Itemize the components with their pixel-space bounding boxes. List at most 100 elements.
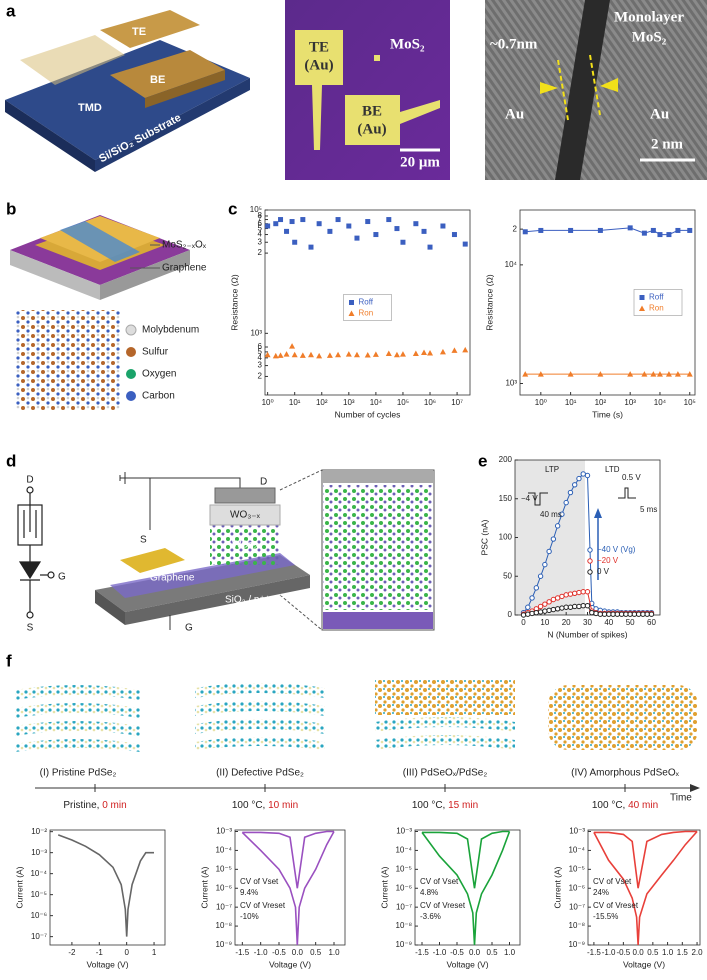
point — [542, 601, 548, 607]
device-schematic — [20, 35, 125, 85]
annotation: CV of Vreset — [593, 901, 639, 910]
device — [95, 469, 435, 631]
legend-label: Roff — [359, 298, 374, 307]
y-tick-label: 10⁻⁹ — [395, 940, 412, 949]
electrodes — [295, 30, 440, 152]
point — [576, 589, 582, 596]
point — [284, 228, 290, 234]
y-tick-label: 10⁻² — [31, 827, 47, 836]
circuit — [26, 611, 34, 619]
y-tick-label: 6 — [258, 219, 263, 228]
legend-swatch — [587, 547, 593, 553]
condition: 100 °C, — [412, 800, 445, 811]
point — [666, 232, 672, 238]
device — [119, 472, 241, 530]
x-axis-title: Voltage (V) — [446, 959, 488, 969]
point — [550, 536, 557, 542]
point — [687, 227, 693, 233]
y-tick-label: 10⁻⁴ — [395, 846, 412, 855]
legend-box — [633, 289, 683, 316]
point — [644, 611, 650, 617]
x-axis-title: Number of cycles — [335, 409, 401, 419]
y-tick-label: 10⁻⁷ — [396, 902, 412, 911]
y-tick-label: 0 — [508, 610, 513, 619]
y-tick-label: 5 — [258, 224, 263, 233]
pulse-ltp — [528, 492, 548, 506]
annotation: -3.6% — [420, 912, 441, 921]
point — [277, 352, 284, 358]
x-tick-label: 50 — [626, 618, 635, 627]
x-axis-title: Voltage (V) — [269, 959, 311, 969]
x-tick-label: 10⁰ — [262, 398, 274, 407]
point — [580, 603, 586, 609]
x-tick-label: 30 — [583, 618, 592, 627]
monolayer-band — [540, 0, 695, 180]
x-tick-label: 10⁵ — [684, 398, 696, 407]
legend-swatch — [125, 324, 137, 336]
point — [537, 603, 544, 610]
legend-label: Ron — [359, 309, 374, 318]
panel-label: c — [228, 199, 237, 218]
annotation: CV of Vreset — [420, 901, 466, 910]
point — [364, 352, 371, 358]
point — [307, 351, 314, 358]
point — [563, 604, 569, 610]
panel-label: a — [6, 1, 16, 20]
point — [597, 227, 603, 233]
point — [631, 611, 638, 617]
monolayer-band — [540, 82, 558, 94]
duration: 40 min — [628, 800, 658, 811]
x-tick-label: -1.5 — [587, 948, 601, 957]
label: MoS₂ — [390, 36, 425, 52]
series-line — [241, 831, 335, 946]
annotation: 24% — [593, 888, 609, 897]
monolayer-band — [589, 54, 601, 116]
point — [273, 221, 279, 227]
annotation: 40 ms — [540, 510, 562, 519]
point — [584, 589, 591, 595]
x-tick-label: 10⁴ — [370, 398, 383, 407]
y-tick-label: 2 — [258, 372, 263, 381]
annotation: LTP — [545, 465, 559, 474]
label: G — [58, 572, 66, 583]
x-tick-label: -1 — [96, 948, 104, 957]
electrodes — [374, 55, 380, 61]
label: ~0.7nm — [490, 36, 538, 52]
point — [567, 489, 574, 496]
point — [589, 609, 595, 616]
label: BE — [150, 74, 165, 86]
legend-swatch — [639, 305, 645, 311]
monolayer-band — [555, 0, 610, 180]
point — [567, 591, 574, 597]
point — [385, 350, 392, 357]
caption: (III) PdSeOₓ/PdSe₂ — [403, 768, 488, 779]
x-tick-label: 10¹ — [565, 398, 577, 407]
x-tick-label: 1 — [152, 948, 157, 957]
point — [584, 603, 591, 609]
legend-label: Carbon — [142, 391, 175, 402]
point — [421, 349, 428, 355]
y-tick-label: 10⁻⁶ — [396, 883, 412, 892]
y-tick-label: 10⁴ — [505, 260, 518, 269]
structures — [375, 717, 515, 750]
x-tick-label: -1.5 — [235, 948, 249, 957]
point — [606, 611, 612, 617]
circuit — [26, 486, 34, 494]
y-tick-label: 10³ — [250, 328, 262, 337]
electrodes — [400, 100, 440, 124]
annotation: −4 V — [521, 494, 538, 503]
point — [559, 593, 565, 600]
legend-swatch — [587, 569, 593, 575]
point — [372, 351, 379, 357]
x-tick-label: 10³ — [343, 398, 355, 407]
y-tick-label: 3 — [258, 361, 263, 370]
stage: Pristine, 0 min — [63, 800, 126, 811]
point — [584, 472, 591, 479]
y-tick-label: 2 — [258, 248, 263, 257]
point — [427, 244, 433, 250]
legend-swatch — [587, 558, 593, 564]
plot-frame — [519, 209, 696, 396]
point — [462, 241, 468, 247]
x-tick-label: 10 — [540, 618, 549, 627]
point — [650, 227, 656, 233]
